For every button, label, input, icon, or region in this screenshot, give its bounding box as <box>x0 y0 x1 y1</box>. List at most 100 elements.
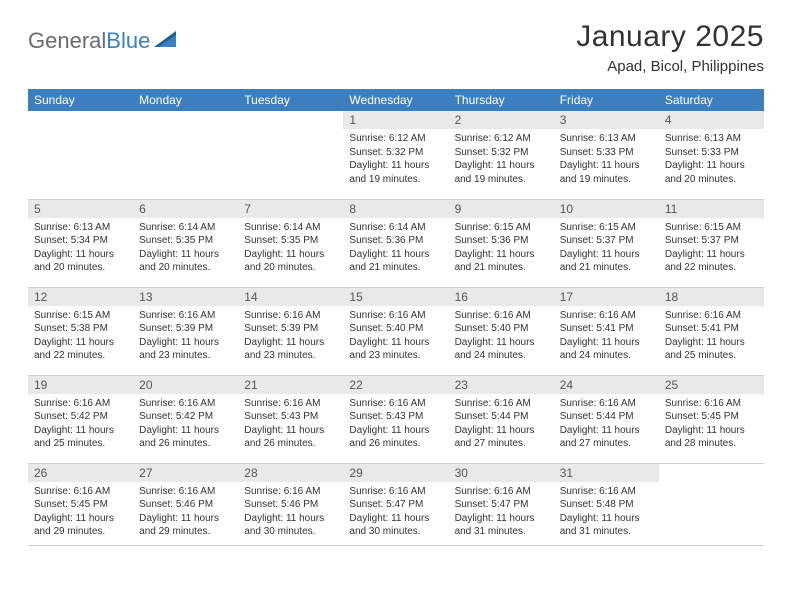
title-block: January 2025 Apad, Bicol, Philippines <box>576 20 764 75</box>
calendar-cell: 9Sunrise: 6:15 AMSunset: 5:36 PMDaylight… <box>449 199 554 287</box>
day-content: Sunrise: 6:16 AMSunset: 5:41 PMDaylight:… <box>659 306 764 367</box>
calendar-cell: 1Sunrise: 6:12 AMSunset: 5:32 PMDaylight… <box>343 111 448 199</box>
calendar-cell <box>238 111 343 199</box>
calendar-cell: 8Sunrise: 6:14 AMSunset: 5:36 PMDaylight… <box>343 199 448 287</box>
day-number: 18 <box>659 288 764 306</box>
day-content: Sunrise: 6:16 AMSunset: 5:47 PMDaylight:… <box>449 482 554 543</box>
calendar-cell: 11Sunrise: 6:15 AMSunset: 5:37 PMDayligh… <box>659 199 764 287</box>
logo-part2: Blue <box>106 28 150 53</box>
calendar-cell: 22Sunrise: 6:16 AMSunset: 5:43 PMDayligh… <box>343 375 448 463</box>
day-number: 17 <box>554 288 659 306</box>
day-content: Sunrise: 6:16 AMSunset: 5:43 PMDaylight:… <box>343 394 448 455</box>
calendar-cell: 14Sunrise: 6:16 AMSunset: 5:39 PMDayligh… <box>238 287 343 375</box>
calendar-cell: 27Sunrise: 6:16 AMSunset: 5:46 PMDayligh… <box>133 463 238 545</box>
day-content: Sunrise: 6:16 AMSunset: 5:46 PMDaylight:… <box>133 482 238 543</box>
calendar-cell <box>659 463 764 545</box>
day-number: 1 <box>343 111 448 129</box>
calendar-cell: 6Sunrise: 6:14 AMSunset: 5:35 PMDaylight… <box>133 199 238 287</box>
calendar-row: 19Sunrise: 6:16 AMSunset: 5:42 PMDayligh… <box>28 375 764 463</box>
logo-text: GeneralBlue <box>28 28 150 54</box>
day-content: Sunrise: 6:16 AMSunset: 5:42 PMDaylight:… <box>133 394 238 455</box>
day-number: 14 <box>238 288 343 306</box>
day-content: Sunrise: 6:16 AMSunset: 5:45 PMDaylight:… <box>28 482 133 543</box>
day-number: 19 <box>28 376 133 394</box>
day-content: Sunrise: 6:16 AMSunset: 5:40 PMDaylight:… <box>449 306 554 367</box>
day-number: 16 <box>449 288 554 306</box>
day-number: 26 <box>28 464 133 482</box>
calendar-cell: 20Sunrise: 6:16 AMSunset: 5:42 PMDayligh… <box>133 375 238 463</box>
day-number: 13 <box>133 288 238 306</box>
calendar-body: 1Sunrise: 6:12 AMSunset: 5:32 PMDaylight… <box>28 111 764 545</box>
day-number: 21 <box>238 376 343 394</box>
weekday-header: Wednesday <box>343 89 448 111</box>
calendar-cell: 23Sunrise: 6:16 AMSunset: 5:44 PMDayligh… <box>449 375 554 463</box>
day-content: Sunrise: 6:14 AMSunset: 5:35 PMDaylight:… <box>133 218 238 279</box>
calendar-cell: 5Sunrise: 6:13 AMSunset: 5:34 PMDaylight… <box>28 199 133 287</box>
calendar-cell: 24Sunrise: 6:16 AMSunset: 5:44 PMDayligh… <box>554 375 659 463</box>
calendar-cell: 3Sunrise: 6:13 AMSunset: 5:33 PMDaylight… <box>554 111 659 199</box>
calendar-row: 5Sunrise: 6:13 AMSunset: 5:34 PMDaylight… <box>28 199 764 287</box>
day-number: 2 <box>449 111 554 129</box>
calendar-cell: 4Sunrise: 6:13 AMSunset: 5:33 PMDaylight… <box>659 111 764 199</box>
day-number: 30 <box>449 464 554 482</box>
month-title: January 2025 <box>576 20 764 54</box>
weekday-header: Monday <box>133 89 238 111</box>
day-number: 10 <box>554 200 659 218</box>
day-number: 6 <box>133 200 238 218</box>
day-content: Sunrise: 6:13 AMSunset: 5:33 PMDaylight:… <box>554 129 659 190</box>
page: GeneralBlue January 2025 Apad, Bicol, Ph… <box>0 0 792 566</box>
day-number: 7 <box>238 200 343 218</box>
day-content: Sunrise: 6:16 AMSunset: 5:44 PMDaylight:… <box>449 394 554 455</box>
day-number: 22 <box>343 376 448 394</box>
day-number: 27 <box>133 464 238 482</box>
day-number: 24 <box>554 376 659 394</box>
day-content: Sunrise: 6:15 AMSunset: 5:38 PMDaylight:… <box>28 306 133 367</box>
day-number: 8 <box>343 200 448 218</box>
day-number: 4 <box>659 111 764 129</box>
day-number: 31 <box>554 464 659 482</box>
calendar-cell: 12Sunrise: 6:15 AMSunset: 5:38 PMDayligh… <box>28 287 133 375</box>
day-content: Sunrise: 6:16 AMSunset: 5:46 PMDaylight:… <box>238 482 343 543</box>
calendar-cell: 21Sunrise: 6:16 AMSunset: 5:43 PMDayligh… <box>238 375 343 463</box>
calendar-cell: 15Sunrise: 6:16 AMSunset: 5:40 PMDayligh… <box>343 287 448 375</box>
calendar-row: 1Sunrise: 6:12 AMSunset: 5:32 PMDaylight… <box>28 111 764 199</box>
day-content: Sunrise: 6:14 AMSunset: 5:36 PMDaylight:… <box>343 218 448 279</box>
day-content: Sunrise: 6:16 AMSunset: 5:41 PMDaylight:… <box>554 306 659 367</box>
calendar-cell: 30Sunrise: 6:16 AMSunset: 5:47 PMDayligh… <box>449 463 554 545</box>
weekday-header: Tuesday <box>238 89 343 111</box>
location: Apad, Bicol, Philippines <box>576 58 764 75</box>
calendar-cell: 10Sunrise: 6:15 AMSunset: 5:37 PMDayligh… <box>554 199 659 287</box>
day-content: Sunrise: 6:12 AMSunset: 5:32 PMDaylight:… <box>449 129 554 190</box>
day-number: 29 <box>343 464 448 482</box>
day-number: 12 <box>28 288 133 306</box>
day-number: 28 <box>238 464 343 482</box>
day-content: Sunrise: 6:15 AMSunset: 5:37 PMDaylight:… <box>554 218 659 279</box>
calendar-cell <box>28 111 133 199</box>
day-content: Sunrise: 6:16 AMSunset: 5:45 PMDaylight:… <box>659 394 764 455</box>
weekday-header: Friday <box>554 89 659 111</box>
calendar-cell: 7Sunrise: 6:14 AMSunset: 5:35 PMDaylight… <box>238 199 343 287</box>
calendar-row: 12Sunrise: 6:15 AMSunset: 5:38 PMDayligh… <box>28 287 764 375</box>
day-number: 20 <box>133 376 238 394</box>
calendar-cell: 18Sunrise: 6:16 AMSunset: 5:41 PMDayligh… <box>659 287 764 375</box>
day-content: Sunrise: 6:16 AMSunset: 5:43 PMDaylight:… <box>238 394 343 455</box>
calendar-cell: 29Sunrise: 6:16 AMSunset: 5:47 PMDayligh… <box>343 463 448 545</box>
day-content: Sunrise: 6:16 AMSunset: 5:39 PMDaylight:… <box>133 306 238 367</box>
day-content: Sunrise: 6:13 AMSunset: 5:34 PMDaylight:… <box>28 218 133 279</box>
calendar-cell: 16Sunrise: 6:16 AMSunset: 5:40 PMDayligh… <box>449 287 554 375</box>
header: GeneralBlue January 2025 Apad, Bicol, Ph… <box>28 20 764 75</box>
day-content: Sunrise: 6:16 AMSunset: 5:42 PMDaylight:… <box>28 394 133 455</box>
calendar-cell: 17Sunrise: 6:16 AMSunset: 5:41 PMDayligh… <box>554 287 659 375</box>
weekday-header: Thursday <box>449 89 554 111</box>
day-content: Sunrise: 6:15 AMSunset: 5:36 PMDaylight:… <box>449 218 554 279</box>
calendar-cell <box>133 111 238 199</box>
logo-part1: General <box>28 28 106 53</box>
calendar-cell: 25Sunrise: 6:16 AMSunset: 5:45 PMDayligh… <box>659 375 764 463</box>
day-content: Sunrise: 6:16 AMSunset: 5:48 PMDaylight:… <box>554 482 659 543</box>
calendar-table: SundayMondayTuesdayWednesdayThursdayFrid… <box>28 89 764 546</box>
day-content: Sunrise: 6:16 AMSunset: 5:47 PMDaylight:… <box>343 482 448 543</box>
day-number: 25 <box>659 376 764 394</box>
weekday-header: Saturday <box>659 89 764 111</box>
day-number: 23 <box>449 376 554 394</box>
day-number: 9 <box>449 200 554 218</box>
